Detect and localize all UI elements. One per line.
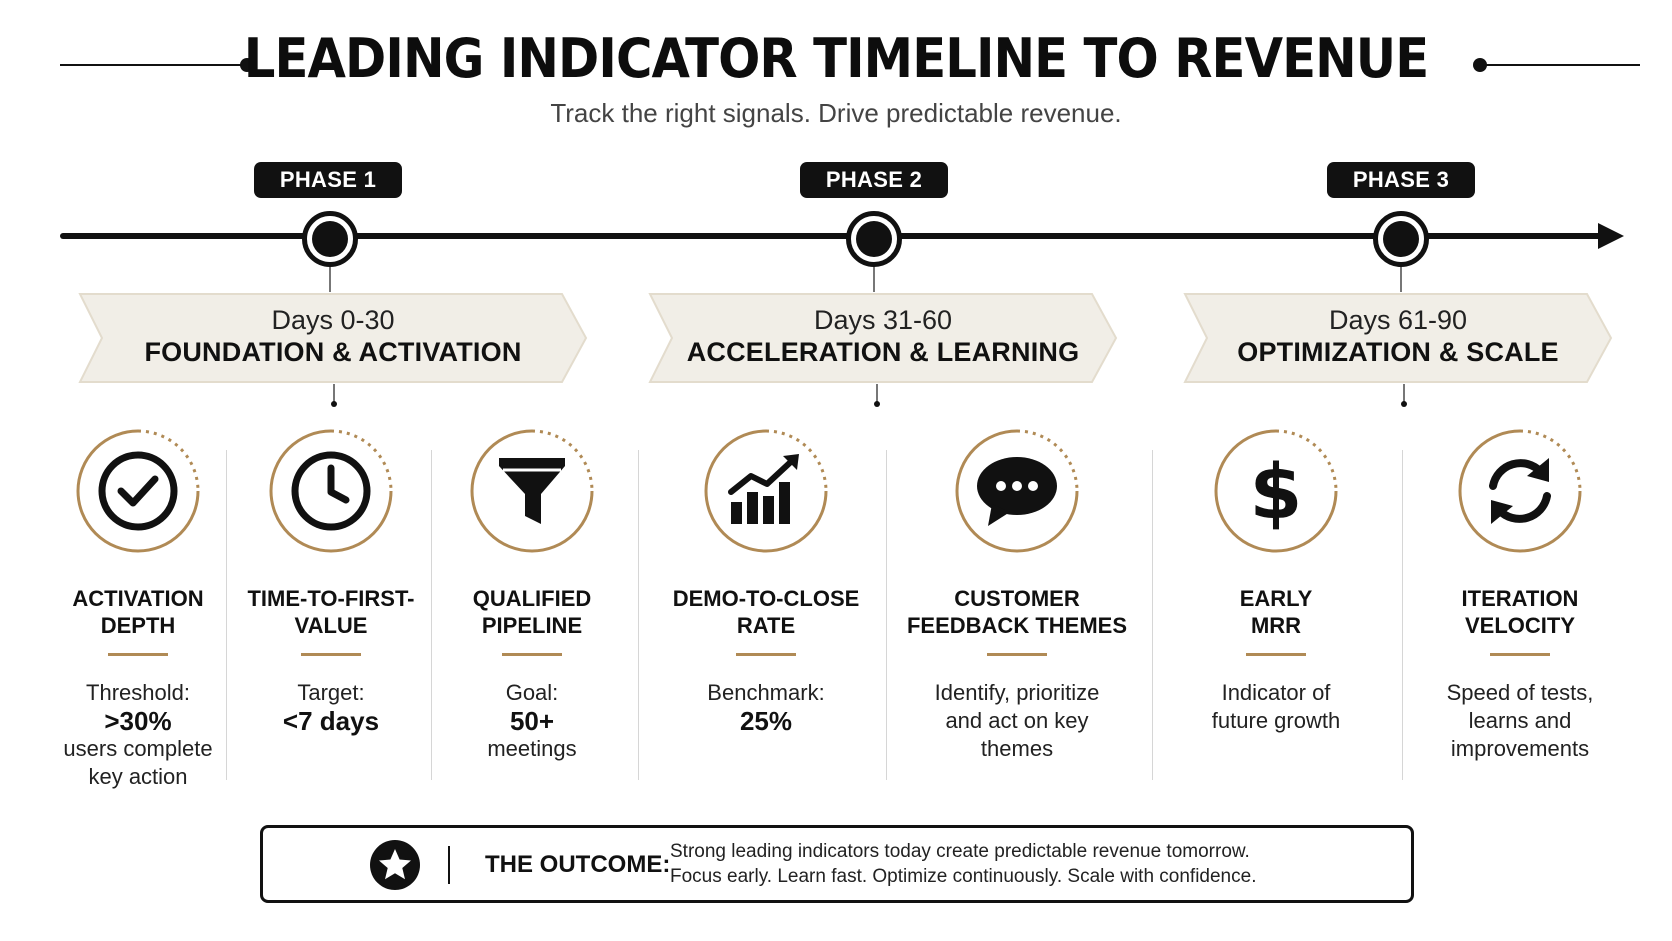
- outcome-line: Focus early. Learn fast. Optimize contin…: [670, 866, 1257, 887]
- timeline-arrowhead: [1598, 223, 1624, 249]
- phase-2-stem: [873, 256, 875, 292]
- metric-early-mrr: $ EARLY MRR Indicator of future growth: [1186, 428, 1366, 800]
- metric-name-line: VELOCITY: [1464, 613, 1575, 638]
- metric-name-line: FEEDBACK THEMES: [906, 613, 1127, 638]
- phase-1-lower-stem: [333, 384, 335, 404]
- metric-time-to-first-value: TIME-TO-FIRST- VALUE Target: <7 days: [242, 428, 420, 800]
- star-icon: [370, 840, 420, 890]
- metric-name-line: DEMO-TO-CLOSE: [672, 586, 860, 611]
- metric-customer-feedback-themes: CUSTOMER FEEDBACK THEMES Identify, prior…: [902, 428, 1132, 800]
- outcome-line: Strong leading indicators today create p…: [670, 841, 1250, 862]
- metric-underline: [301, 653, 361, 656]
- metric-desc-label: Threshold:: [86, 680, 190, 705]
- metric-iteration-velocity: ITERATION VELOCITY Speed of tests, learn…: [1418, 428, 1622, 800]
- metric-desc-line: learns and: [1468, 708, 1572, 733]
- phase-1-node: [302, 211, 358, 267]
- dollar-icon: $: [1213, 428, 1339, 554]
- phase-2-node: [846, 211, 902, 267]
- metric-desc-line: and act on key: [945, 708, 1089, 733]
- page-subtitle: Track the right signals. Drive predictab…: [550, 98, 1122, 128]
- metric-name-line: ITERATION: [1461, 586, 1579, 611]
- phase-3-lower-stem: [1403, 384, 1405, 404]
- metric-name-line: ACTIVATION: [72, 586, 204, 611]
- phase-1-badge: PHASE 1: [254, 162, 402, 198]
- phase-3-lower-dot: [1401, 401, 1407, 407]
- column-divider: [226, 450, 227, 780]
- metric-name-line: RATE: [736, 613, 796, 638]
- metric-underline: [502, 653, 562, 656]
- phase-3-chevron: Days 61-90 OPTIMIZATION & SCALE: [1183, 292, 1613, 384]
- phase-1-chevron: Days 0-30 FOUNDATION & ACTIVATION: [78, 292, 588, 384]
- metric-desc-label: Benchmark:: [707, 680, 825, 705]
- metric-name-line: EARLY: [1239, 586, 1313, 611]
- title-dot-left: [240, 58, 254, 72]
- column-divider: [1402, 450, 1403, 780]
- metric-name-line: QUALIFIED: [472, 586, 592, 611]
- outcome-box: THE OUTCOME: Strong leading indicators t…: [260, 825, 1414, 903]
- phase-2-lower-dot: [874, 401, 880, 407]
- title-rule-right: [1485, 64, 1640, 66]
- metric-name-line: CUSTOMER: [954, 586, 1080, 611]
- metric-name-line: MRR: [1250, 613, 1302, 638]
- phase-2-chevron: Days 31-60 ACCELERATION & LEARNING: [648, 292, 1118, 384]
- growth-chart-icon: [703, 428, 829, 554]
- title-rule-left: [60, 64, 242, 66]
- metric-underline: [108, 653, 168, 656]
- phase-1-days: Days 0-30: [271, 305, 395, 335]
- timeline-axis: [60, 233, 1610, 239]
- phase-divider: [1152, 450, 1153, 780]
- metric-name-line: PIPELINE: [481, 613, 583, 638]
- metric-qualified-pipeline: QUALIFIED PIPELINE Goal: 50+ meetings: [447, 428, 617, 800]
- phase-3-stem: [1400, 256, 1402, 292]
- metric-name-line: TIME-TO-FIRST-: [247, 586, 415, 611]
- metric-desc-line: Indicator of: [1221, 680, 1331, 705]
- metric-name-line: DEPTH: [100, 613, 176, 638]
- metric-desc-value: 25%: [739, 706, 793, 736]
- metric-desc-line: meetings: [487, 736, 577, 761]
- funnel-icon: [469, 428, 595, 554]
- metric-desc-value: 50+: [509, 706, 555, 736]
- phase-2-lower-stem: [876, 384, 878, 404]
- refresh-cycle-icon: [1457, 428, 1583, 554]
- metric-demo-to-close-rate: DEMO-TO-CLOSE RATE Benchmark: 25%: [672, 428, 860, 800]
- metric-desc-label: Goal:: [505, 680, 559, 705]
- metric-desc-line: themes: [980, 736, 1054, 761]
- metric-desc-line: Identify, prioritize: [934, 680, 1100, 705]
- title-dot-right: [1473, 58, 1487, 72]
- phase-2-days: Days 31-60: [813, 305, 953, 335]
- metric-desc-line: future growth: [1211, 708, 1341, 733]
- phase-1-name: FOUNDATION & ACTIVATION: [144, 337, 522, 367]
- phase-2-name: ACCELERATION & LEARNING: [686, 337, 1080, 367]
- metric-desc-line: users complete: [63, 736, 213, 761]
- page-title: LEADING INDICATOR TIMELINE TO REVENUE: [243, 27, 1429, 90]
- metric-underline: [736, 653, 796, 656]
- metric-underline: [987, 653, 1047, 656]
- metric-name-line: VALUE: [294, 613, 368, 638]
- metric-desc-line: improvements: [1450, 736, 1590, 761]
- phase-1-stem: [329, 256, 331, 292]
- checkmark-icon: [75, 428, 201, 554]
- metric-desc-value: >30%: [104, 706, 172, 736]
- outcome-separator: [448, 846, 450, 884]
- metric-underline: [1490, 653, 1550, 656]
- metric-activation-depth: ACTIVATION DEPTH Threshold: >30% users c…: [52, 428, 224, 800]
- phase-3-name: OPTIMIZATION & SCALE: [1237, 337, 1559, 367]
- metric-desc-line: key action: [88, 764, 188, 789]
- metric-desc-line: Speed of tests,: [1446, 680, 1594, 705]
- phase-2-badge: PHASE 2: [800, 162, 948, 198]
- metric-desc-value: <7 days: [282, 706, 380, 736]
- metric-underline: [1246, 653, 1306, 656]
- column-divider: [886, 450, 887, 780]
- chat-bubble-icon: [954, 428, 1080, 554]
- metric-desc-label: Target:: [297, 680, 365, 705]
- svg-text:$: $: [1250, 447, 1303, 536]
- clock-icon: [268, 428, 394, 554]
- phase-3-days: Days 61-90: [1328, 305, 1468, 335]
- phase-3-node: [1373, 211, 1429, 267]
- phase-divider: [638, 450, 639, 780]
- phase-1-lower-dot: [331, 401, 337, 407]
- column-divider: [431, 450, 432, 780]
- phase-3-badge: PHASE 3: [1327, 162, 1475, 198]
- outcome-label: THE OUTCOME:: [485, 851, 671, 878]
